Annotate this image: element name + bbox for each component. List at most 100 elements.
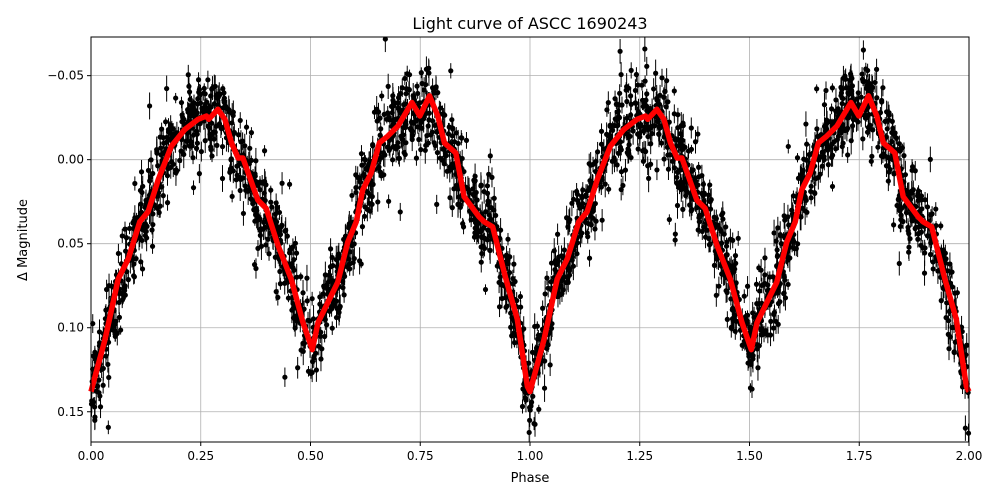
data-point [226,107,231,112]
data-point [599,142,604,147]
data-point [447,124,452,129]
data-point [771,325,776,330]
data-point [450,205,455,210]
data-point [179,100,184,105]
data-point [139,190,144,195]
data-point [277,210,282,215]
data-point [555,232,560,237]
data-point [675,203,680,208]
data-point [646,176,651,181]
data-point [387,148,392,153]
data-point [518,304,523,309]
data-point [287,182,292,187]
data-point [619,72,624,77]
data-point [483,287,488,292]
data-point [574,251,579,256]
data-point [197,171,202,176]
data-point [132,181,137,186]
data-point [124,235,129,240]
data-point [755,346,760,351]
data-point [398,209,403,214]
data-point [418,147,423,152]
data-point [274,200,279,205]
data-point [505,237,510,242]
data-point [409,128,414,133]
data-point [635,132,640,137]
data-point [886,178,891,183]
data-point [166,166,171,171]
data-point [435,150,440,155]
data-point [311,355,316,360]
data-point [106,425,111,430]
data-point [587,178,592,183]
data-point [158,204,163,209]
data-point [762,255,767,260]
data-point [748,385,753,390]
data-point [161,193,166,198]
data-point [925,204,930,209]
data-point [189,143,194,148]
data-point [369,194,374,199]
data-point [699,191,704,196]
data-point [763,328,768,333]
data-point [247,146,252,151]
data-point [628,112,633,117]
data-point [148,157,153,162]
data-point [416,137,421,142]
data-point [642,46,647,51]
data-point [528,407,533,412]
data-point [492,196,497,201]
data-point [667,217,672,222]
data-point [485,191,490,196]
data-point [626,142,631,147]
data-point [236,132,241,137]
data-point [771,312,776,317]
data-point [606,187,611,192]
data-point [279,223,284,228]
data-point [672,137,677,142]
data-point [778,233,783,238]
data-point [419,70,424,75]
data-point [386,84,391,89]
data-point [399,134,404,139]
data-point [724,244,729,249]
data-point [419,81,424,86]
chart-title: Light curve of ASCC 1690243 [412,14,647,33]
data-point [397,156,402,161]
data-point [249,130,254,135]
data-point [255,246,260,251]
data-point [449,117,454,122]
data-point [268,200,273,205]
data-point [244,125,249,130]
data-point [629,102,634,107]
data-point [334,257,339,262]
data-point [648,125,653,130]
data-point [775,225,780,230]
data-point [678,140,683,145]
data-point [952,350,957,355]
data-point [633,101,638,106]
data-point [464,138,469,143]
data-point [238,175,243,180]
data-point [415,91,420,96]
data-point [707,182,712,187]
data-point [732,266,737,271]
data-point [419,126,424,131]
data-point [401,102,406,107]
data-point [644,64,649,69]
data-point [101,383,106,388]
data-point [220,176,225,181]
data-point [203,91,208,96]
data-point [785,214,790,219]
data-point [532,324,537,329]
data-point [678,167,683,172]
data-point [838,93,843,98]
data-point [147,103,152,108]
data-point [126,277,131,282]
data-point [714,293,719,298]
data-point [472,193,477,198]
data-point [486,172,491,177]
data-point [109,283,114,288]
data-point [746,354,751,359]
data-point [725,317,730,322]
